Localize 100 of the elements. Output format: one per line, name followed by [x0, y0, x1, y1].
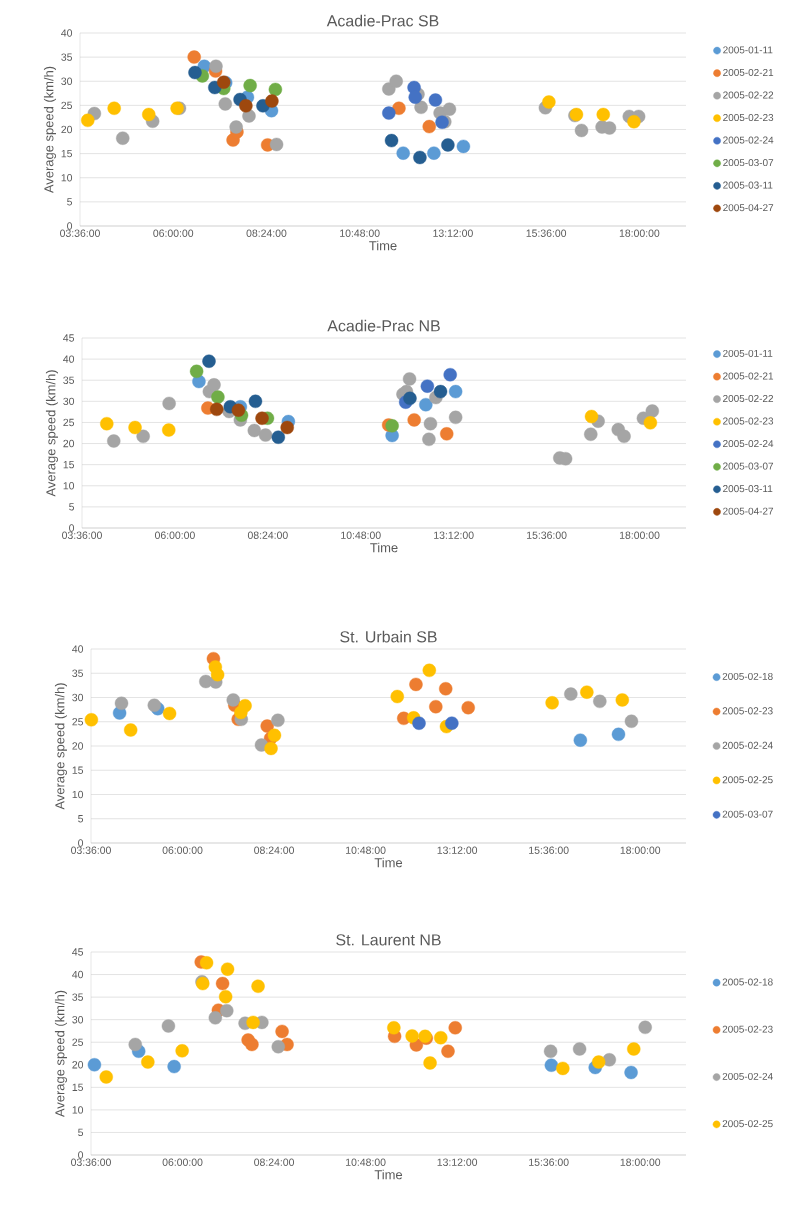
y-tick-label: 35 [72, 993, 84, 1001]
x-tick-label: 10:48:00 [340, 229, 380, 237]
chart-title: St. Laurent NB [336, 934, 441, 946]
y-tick-label: 25 [63, 418, 75, 427]
y-tick-label: 40 [61, 29, 73, 37]
x-tick-label: 06:00:00 [154, 531, 195, 539]
y-tick-label: 25 [72, 1038, 84, 1046]
y-tick-label: 30 [61, 77, 73, 85]
y-tick-label: 15 [63, 461, 75, 469]
x-axis-title: Time [370, 542, 398, 553]
y-axis-title: Average speed (km/h) [43, 66, 56, 194]
x-tick-label: 13:12:00 [433, 229, 473, 237]
x-tick-label: 18:00:00 [619, 531, 660, 539]
x-tick-label: 13:12:00 [437, 846, 478, 854]
x-tick-label: 15:36:00 [527, 531, 567, 539]
legend-label: 2005-02-23 [723, 114, 774, 122]
y-tick-label: 30 [63, 397, 75, 406]
y-tick-label: 40 [63, 355, 75, 363]
legend-label: 2005-04-27 [723, 507, 774, 515]
legend-label: 2005-03-07 [722, 810, 773, 818]
y-axis-title: Average speed (km/h) [54, 683, 67, 810]
legend-label: 2005-02-24 [723, 440, 774, 448]
x-tick-label: 08:24:00 [254, 846, 295, 854]
x-tick-label: 18:00:00 [619, 229, 660, 237]
y-tick-label: 5 [67, 198, 73, 206]
legend-label: 2005-02-21 [723, 68, 774, 76]
y-tick-label: 10 [72, 790, 84, 799]
x-tick-label: 06:00:00 [162, 1158, 203, 1166]
x-tick-label: 03:36:00 [62, 531, 102, 539]
y-tick-label: 15 [61, 149, 73, 158]
x-tick-label: 15:36:00 [529, 846, 569, 854]
legend-label: 2005-03-07 [723, 159, 774, 167]
chart-title: Acadie-Prac SB [326, 14, 439, 27]
legend-label: 2005-02-22 [723, 394, 774, 403]
y-tick-label: 0 [78, 1151, 84, 1159]
x-tick-label: 06:00:00 [153, 229, 194, 237]
y-tick-label: 20 [61, 125, 73, 134]
legend-label: 2005-04-27 [723, 204, 774, 212]
legend-label: 2005-03-07 [723, 462, 774, 470]
x-tick-label: 10:48:00 [346, 1158, 386, 1166]
x-axis-title: Time [369, 240, 397, 251]
y-tick-label: 0 [69, 524, 75, 532]
y-tick-label: 35 [63, 376, 75, 384]
y-tick-label: 30 [72, 693, 84, 702]
y-tick-label: 40 [72, 970, 84, 979]
x-tick-label: 03:36:00 [71, 846, 111, 854]
y-tick-label: 5 [78, 1128, 84, 1137]
x-axis-title: Time [374, 1169, 403, 1180]
y-tick-label: 35 [61, 53, 73, 61]
legend-label: 2005-02-23 [722, 1025, 773, 1033]
legend-label: 2005-01-11 [723, 46, 773, 54]
y-tick-label: 0 [67, 222, 73, 230]
y-axis-title: Average speed (km/h) [45, 370, 58, 497]
x-tick-label: 08:24:00 [246, 229, 287, 237]
legend-label: 2005-02-24 [723, 136, 774, 144]
legend-label: 2005-02-23 [722, 707, 773, 715]
y-tick-label: 10 [61, 174, 73, 182]
y-tick-label: 35 [72, 669, 84, 677]
legend-label: 2005-02-18 [722, 672, 773, 680]
y-tick-label: 20 [72, 1061, 84, 1069]
chart-title: St. Urbain SB [340, 630, 437, 643]
legend-label: 2005-03-11 [723, 485, 773, 493]
x-tick-label: 18:00:00 [620, 846, 661, 854]
y-tick-label: 25 [61, 101, 73, 110]
x-tick-label: 08:24:00 [254, 1158, 295, 1166]
legend-label: 2005-02-24 [722, 741, 773, 749]
legend-label: 2005-01-11 [723, 349, 773, 357]
legend-label: 2005-03-11 [723, 181, 773, 189]
y-tick-label: 40 [72, 645, 84, 653]
x-tick-label: 13:12:00 [434, 531, 474, 539]
y-tick-label: 30 [72, 1015, 84, 1024]
legend-label: 2005-02-24 [722, 1072, 773, 1080]
y-tick-label: 5 [78, 815, 84, 823]
x-tick-label: 18:00:00 [620, 1158, 661, 1166]
x-tick-label: 06:00:00 [162, 846, 203, 854]
x-tick-label: 15:36:00 [529, 1158, 569, 1166]
legend-label: 2005-02-23 [723, 417, 774, 425]
chart-title: Acadie-Prac NB [327, 319, 440, 332]
y-tick-label: 20 [63, 439, 75, 448]
y-tick-label: 10 [72, 1106, 84, 1114]
y-tick-label: 45 [72, 948, 84, 956]
x-tick-label: 08:24:00 [247, 531, 288, 539]
x-tick-label: 13:12:00 [437, 1158, 478, 1166]
legend-label: 2005-02-25 [722, 1120, 773, 1128]
legend-label: 2005-02-25 [722, 776, 773, 784]
x-tick-label: 03:36:00 [60, 229, 100, 237]
y-tick-label: 10 [63, 482, 75, 490]
legend-label: 2005-02-21 [723, 372, 774, 380]
legend-label: 2005-02-18 [722, 978, 773, 986]
legend-label: 2005-02-22 [723, 91, 774, 99]
y-tick-label: 15 [72, 766, 84, 774]
y-axis-title: Average speed (km/h) [54, 990, 67, 1118]
y-tick-label: 25 [72, 718, 84, 726]
y-tick-label: 5 [69, 503, 75, 511]
x-tick-label: 03:36:00 [71, 1158, 111, 1166]
y-tick-label: 0 [78, 839, 84, 847]
y-tick-label: 20 [72, 742, 84, 750]
x-axis-title: Time [374, 857, 403, 868]
x-tick-label: 10:48:00 [341, 531, 381, 539]
x-tick-label: 10:48:00 [346, 846, 386, 854]
